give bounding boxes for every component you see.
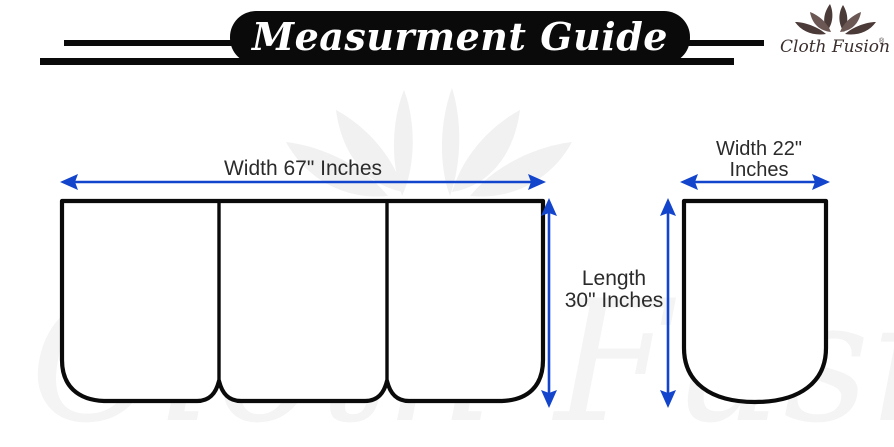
brand-registered-mark: ® — [879, 37, 885, 45]
single-panel-width-label-line2: Inches — [730, 159, 789, 181]
lotus-logo-icon — [795, 4, 876, 35]
single-panel-width-arrow — [680, 174, 830, 190]
arrow-head-bottom — [660, 390, 676, 408]
arrow-head-left — [60, 174, 78, 190]
arrow-head-bottom — [541, 390, 557, 408]
valance-width-label: Width 67" Inches — [224, 157, 382, 180]
title-pill — [230, 11, 690, 64]
valance-outline — [59, 198, 546, 404]
valance-length-label-line1: Length — [582, 267, 646, 290]
page-title: Measurment Guide — [250, 14, 668, 59]
arrow-head-right — [812, 174, 830, 190]
single-panel-width-label-line1: Width 22" — [716, 138, 802, 160]
valance-length-label-line2: 30" Inches — [565, 289, 664, 312]
arrow-head-left — [680, 174, 698, 190]
arrow-head-top — [541, 198, 557, 216]
single-panel-outline — [681, 198, 829, 405]
arrow-head-right — [528, 174, 546, 190]
valance-width-arrow — [60, 174, 546, 190]
brand-name: Cloth Fusion — [780, 37, 890, 57]
valance-length-arrow — [541, 198, 557, 408]
single-panel-length-arrow — [660, 198, 676, 408]
arrow-head-top — [660, 198, 676, 216]
